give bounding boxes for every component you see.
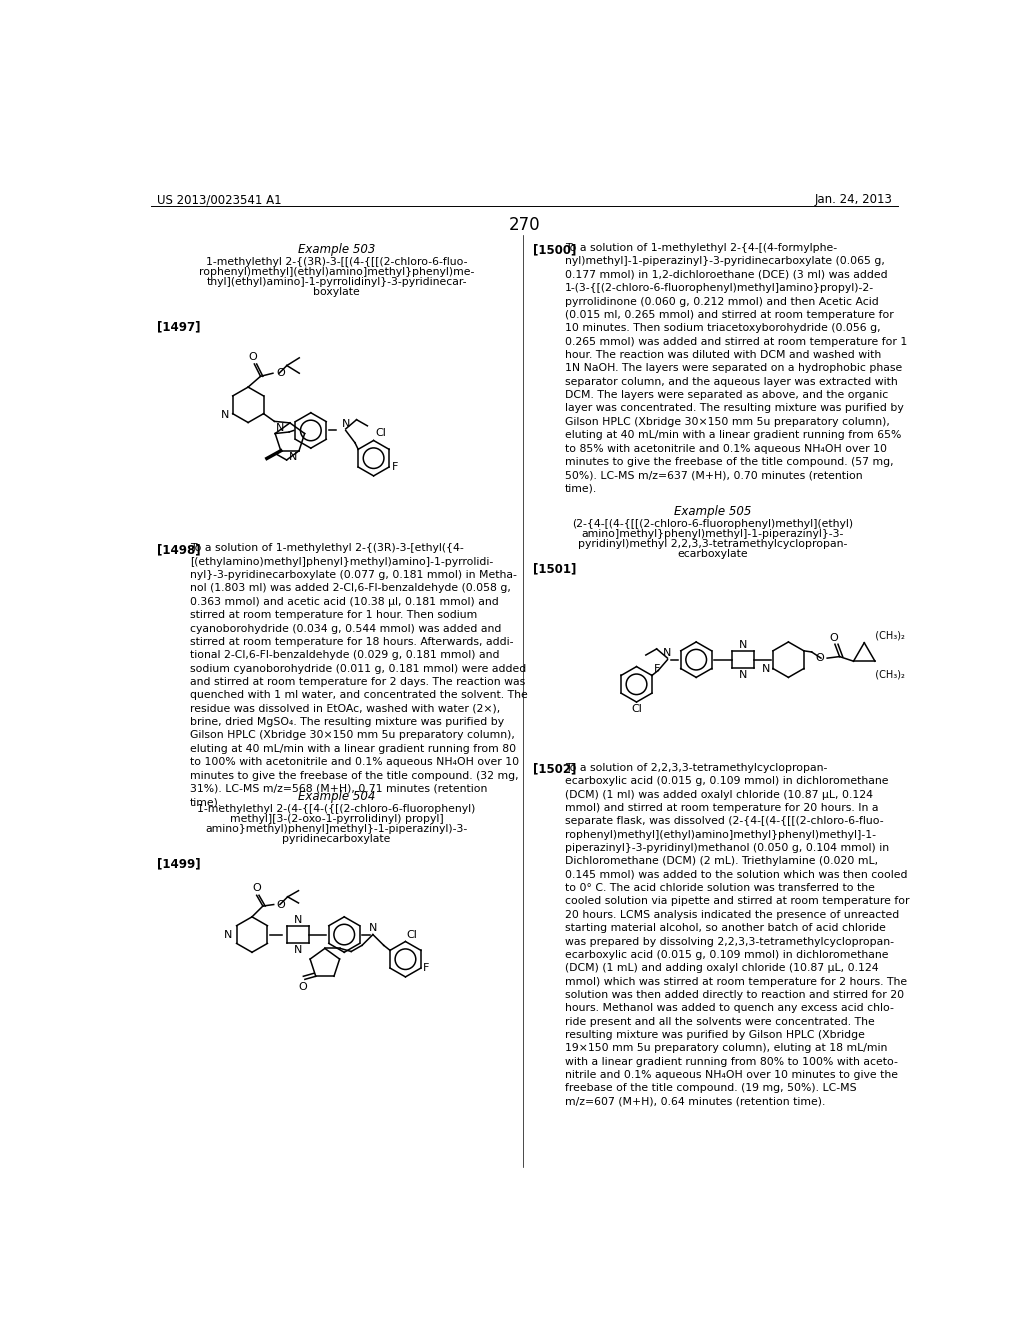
Text: To a solution of 1-methylethyl 2-{(3R)-3-[ethyl({4-
[(ethylamino)methyl]phenyl}m: To a solution of 1-methylethyl 2-{(3R)-3… — [190, 544, 527, 808]
Text: Cl: Cl — [375, 428, 386, 438]
Text: [1502]: [1502] — [532, 763, 575, 776]
Text: 1-methylethyl 2-{(3R)-3-[[(4-{[[(2-chloro-6-fluo-: 1-methylethyl 2-{(3R)-3-[[(4-{[[(2-chlor… — [206, 257, 467, 267]
Text: methyl][3-(2-oxo-1-pyrrolidinyl) propyl]: methyl][3-(2-oxo-1-pyrrolidinyl) propyl] — [229, 813, 443, 824]
Text: (CH₃)₂: (CH₃)₂ — [869, 631, 905, 640]
Text: amino}methyl)phenyl]methyl}-1-piperazinyl)-3-: amino}methyl)phenyl]methyl}-1-piperaziny… — [206, 824, 468, 834]
Text: O: O — [298, 982, 307, 993]
Text: Cl: Cl — [632, 705, 643, 714]
Text: [1500]: [1500] — [532, 243, 575, 256]
Text: N: N — [275, 422, 285, 433]
Text: 1-methylethyl 2-(4-{[4-({[(2-chloro-6-fluorophenyl): 1-methylethyl 2-(4-{[4-({[(2-chloro-6-fl… — [198, 804, 476, 813]
Text: F: F — [423, 964, 430, 973]
Text: thyl](ethyl)amino]-1-pyrrolidinyl}-3-pyridinecar-: thyl](ethyl)amino]-1-pyrrolidinyl}-3-pyr… — [206, 277, 467, 286]
Text: N: N — [342, 418, 350, 429]
Text: Example 504: Example 504 — [298, 789, 375, 803]
Text: [1499]: [1499] — [158, 858, 201, 871]
Text: 270: 270 — [509, 216, 541, 234]
Text: N: N — [664, 648, 672, 659]
Text: O: O — [249, 352, 257, 363]
Text: boxylate: boxylate — [313, 286, 359, 297]
Text: N: N — [294, 945, 302, 954]
Text: To a solution of 2,2,3,3-tetramethylcyclopropan-
ecarboxylic acid (0.015 g, 0.10: To a solution of 2,2,3,3-tetramethylcycl… — [565, 763, 909, 1107]
Text: [1497]: [1497] — [158, 321, 201, 333]
Text: O: O — [815, 653, 824, 663]
Text: (CH₃)₂: (CH₃)₂ — [869, 669, 905, 680]
Text: Example 503: Example 503 — [298, 243, 375, 256]
Text: O: O — [276, 899, 286, 909]
Text: N: N — [224, 929, 232, 940]
Text: N: N — [762, 664, 770, 673]
Text: [1501]: [1501] — [532, 562, 575, 576]
Text: US 2013/0023541 A1: US 2013/0023541 A1 — [158, 193, 282, 206]
Text: O: O — [252, 883, 261, 892]
Text: Jan. 24, 2013: Jan. 24, 2013 — [814, 193, 892, 206]
Text: O: O — [276, 368, 285, 379]
Text: Cl: Cl — [407, 931, 417, 940]
Text: pyridinecarboxylate: pyridinecarboxylate — [283, 834, 391, 843]
Text: N: N — [738, 669, 746, 680]
Text: N: N — [289, 453, 298, 462]
Text: rophenyl)methyl](ethyl)amino]methyl}phenyl)me-: rophenyl)methyl](ethyl)amino]methyl}phen… — [199, 267, 474, 277]
Text: [1498]: [1498] — [158, 544, 201, 557]
Text: N: N — [738, 640, 746, 649]
Text: To a solution of 1-methylethyl 2-{4-[(4-formylphe-
nyl)methyl]-1-piperazinyl}-3-: To a solution of 1-methylethyl 2-{4-[(4-… — [565, 243, 907, 494]
Text: N: N — [221, 411, 229, 420]
Text: (2-{4-[(4-{[[(2-chloro-6-fluorophenyl)methyl](ethyl): (2-{4-[(4-{[[(2-chloro-6-fluorophenyl)me… — [571, 519, 853, 529]
Text: O: O — [829, 632, 838, 643]
Text: pyridinyl)methyl 2,2,3,3-tetramethylcyclopropan-: pyridinyl)methyl 2,2,3,3-tetramethylcycl… — [578, 539, 847, 549]
Text: amino]methyl}phenyl)methyl]-1-piperazinyl}-3-: amino]methyl}phenyl)methyl]-1-piperaziny… — [582, 529, 844, 539]
Text: N: N — [294, 915, 302, 924]
Text: F: F — [392, 462, 398, 473]
Text: N: N — [369, 923, 377, 933]
Text: Example 505: Example 505 — [674, 506, 751, 517]
Text: ecarboxylate: ecarboxylate — [677, 549, 748, 558]
Text: F: F — [654, 664, 660, 675]
